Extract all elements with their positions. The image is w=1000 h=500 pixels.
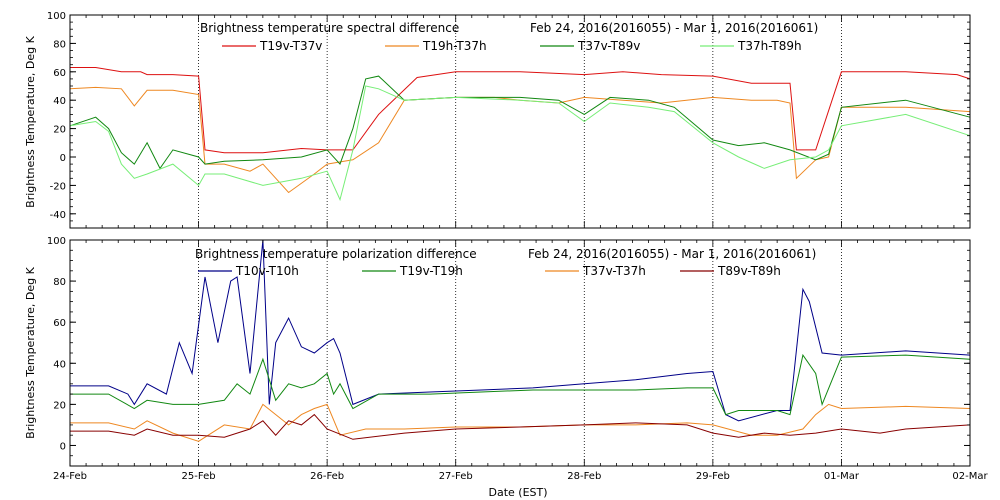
y-tick-label: 100 [47,11,66,22]
legend-label: T19v-T37v [259,39,322,53]
x-tick-label: 29-Feb [696,471,730,482]
series-line-t37v-t89v [69,75,971,170]
y-tick-label: 60 [53,68,66,79]
x-tick-label: 27-Feb [439,471,473,482]
chart-title: Brightness temperature polarization diff… [195,247,477,261]
y-tick-label: 40 [53,359,66,370]
series-line-t19v-t37v [70,67,971,154]
x-tick-label: 02-Mar [952,471,988,482]
series-line-t37h-t89h [69,85,971,202]
y-tick-label: 100 [47,236,66,247]
x-tick-label: 01-Mar [824,471,860,482]
series-line-t37v-t37h [70,403,971,442]
y-tick-label: 20 [53,400,66,411]
chart-title: Brightness temperature spectral differen… [200,21,459,35]
chart-subtitle: Feb 24, 2016(2016055) - Mar 1, 2016(2016… [530,21,818,35]
series-line-t19v-t19h [70,353,971,416]
spectral-difference-panel: -40 -20 0 20 40 60 80 100 Brightness Temperature… [24,11,971,229]
series-line-t89v-t89h [70,413,971,440]
legend-label: T19v-T19h [399,264,463,278]
y-tick-label: 80 [53,277,66,288]
legend-label: T19h-T37h [422,39,487,53]
plot-frame [69,239,971,467]
y-tick-label: 80 [53,39,66,50]
legend-label: T10v-T10h [235,264,299,278]
y-tick-label: -40 [50,210,66,221]
y-axis-title: Brightness Temperature, Deg K [24,35,37,207]
y-tick-label: 0 [60,441,66,452]
legend-label: T37v-T37h [582,264,646,278]
x-tick-label: 26-Feb [310,471,344,482]
plot-frame [69,14,971,229]
series-line-t10v-t10h [70,239,971,422]
legend-label: T37h-T89h [737,39,802,53]
legend-label: T37v-T89v [577,39,640,53]
series-line-t19h-t37h [69,86,971,194]
x-tick-label: 25-Feb [182,471,216,482]
legend-label: T89v-T89h [717,264,781,278]
x-tick-label: 24-Feb [53,471,87,482]
x-tick-label: 28-Feb [567,471,601,482]
polarization-difference-panel: 0 20 40 60 80 100 24-Feb 25-Feb 26-Feb 27-Feb 28-F… [24,236,988,482]
y-tick-label: 40 [53,96,66,107]
y-tick-label: 60 [53,318,66,329]
y-tick-label: 0 [60,153,66,164]
y-tick-label: 20 [53,125,66,136]
y-axis-title: Brightness Temperature, Deg K [24,266,37,438]
x-axis-title: Date (EST) [488,486,547,499]
y-tick-label: -20 [50,181,66,192]
chart-subtitle: Feb 24, 2016(2016055) - Mar 1, 2016(2016… [528,247,816,261]
